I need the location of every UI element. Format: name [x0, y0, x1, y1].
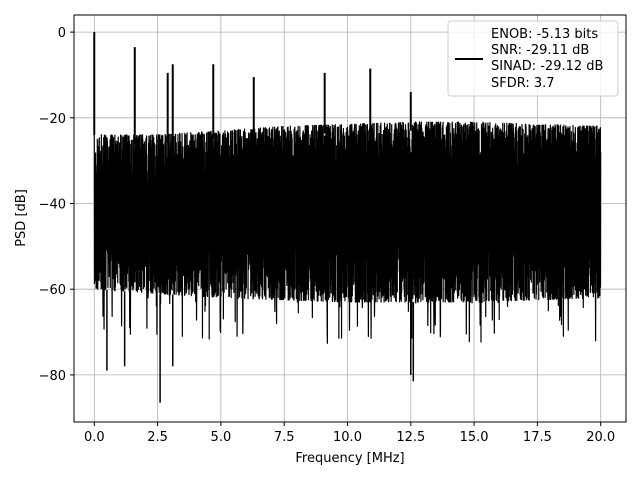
y-tick-label: −40 [39, 198, 66, 213]
x-tick-label: 12.5 [396, 430, 425, 445]
legend-entry-sinad: SINAD: -29.12 dB [491, 59, 603, 74]
psd-series [93, 32, 602, 403]
y-axis-ticks: 0 −20 −40 −60 −80 [39, 26, 74, 384]
x-tick-label: 5.0 [211, 430, 232, 445]
x-axis-ticks: 0.0 2.5 5.0 7.5 10.0 12.5 15.0 17.5 20.0 [84, 422, 615, 445]
y-axis-label: PSD [dB] [14, 189, 29, 247]
legend-entry-snr: SNR: -29.11 dB [491, 43, 589, 58]
plot-area-frame [73, 14, 627, 423]
legend: ENOB: -5.13 bits SNR: -29.11 dB SINAD: -… [447, 20, 619, 97]
x-tick-label: 17.5 [523, 430, 552, 445]
psd-trace [93, 121, 602, 344]
x-tick-label: 10.0 [333, 430, 362, 445]
y-tick-label: −20 [39, 112, 66, 127]
x-tick-label: 0.0 [84, 430, 105, 445]
legend-box [447, 20, 619, 97]
legend-entry-sfdr: SFDR: 3.7 [491, 76, 555, 91]
x-tick-label: 15.0 [460, 430, 489, 445]
y-tick-label: −60 [39, 283, 66, 298]
y-tick-label: 0 [58, 26, 66, 41]
y-tick-label: −80 [39, 369, 66, 384]
x-axis-label: Frequency [MHz] [295, 451, 404, 466]
x-tick-label: 20.0 [586, 430, 615, 445]
legend-entry-enob: ENOB: -5.13 bits [491, 27, 598, 42]
x-tick-label: 7.5 [274, 430, 295, 445]
x-tick-label: 2.5 [147, 430, 168, 445]
